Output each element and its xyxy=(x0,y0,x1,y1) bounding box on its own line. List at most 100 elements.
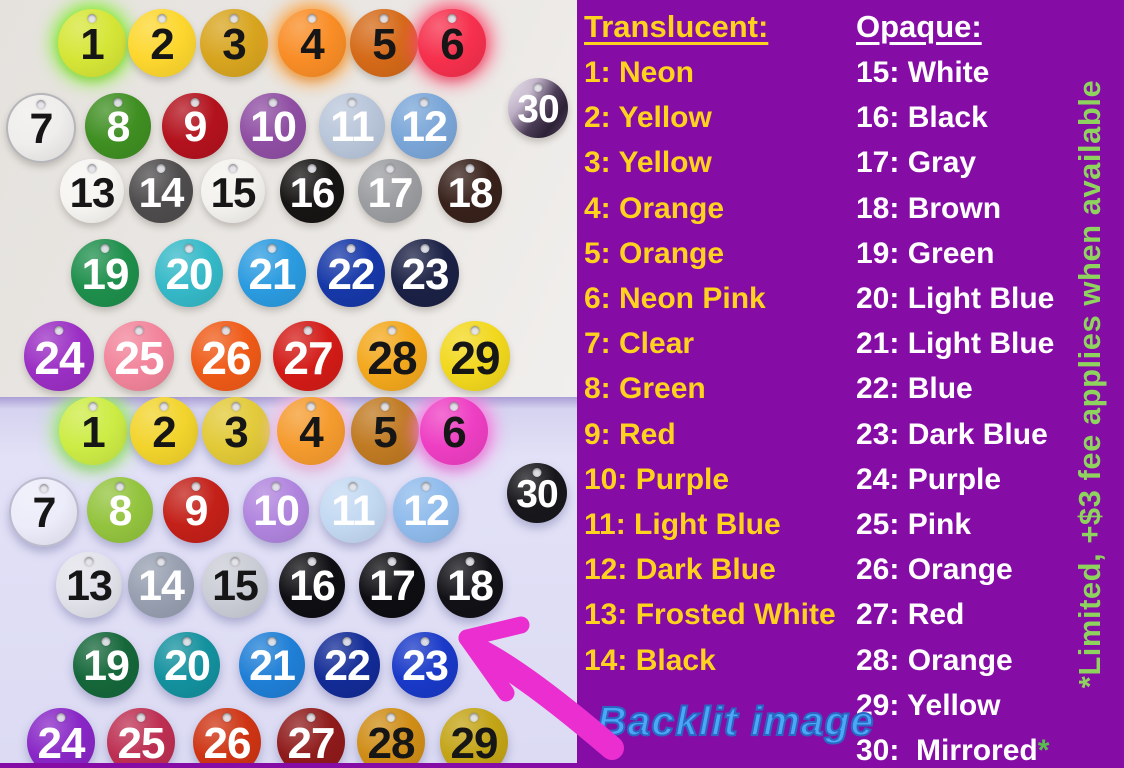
tag-top-5: 5 xyxy=(350,9,418,77)
tag-bottom-3: 3 xyxy=(202,397,270,465)
tag-bottom-12: 12 xyxy=(393,477,459,543)
translucent-item: 13: Frosted White xyxy=(584,598,836,632)
tag-top-23: 23 xyxy=(391,239,459,307)
hang-hole xyxy=(271,482,281,491)
tag-number: 19 xyxy=(83,642,130,690)
tag-top-9: 9 xyxy=(162,93,228,159)
tag-number: 20 xyxy=(165,249,214,299)
translucent-list: Translucent: 1: Neon 2: Yellow 3: Yellow 4:… xyxy=(584,4,854,683)
tag-number: 21 xyxy=(248,249,297,299)
tag-bottom-10: 10 xyxy=(243,477,309,543)
opaque-item: 15: White xyxy=(856,56,990,89)
tag-number: 9 xyxy=(183,103,208,151)
opaque-item: 18: Brown xyxy=(856,191,1002,225)
tag-number: 5 xyxy=(373,407,398,457)
tag-number: 7 xyxy=(29,105,54,153)
tag-top-20: 20 xyxy=(155,239,223,307)
tag-number: 29 xyxy=(450,331,500,384)
translucent-item: 5: Orange xyxy=(584,236,725,270)
limited-fee-note: *Limited, +$3 fee applies when available xyxy=(1056,0,1124,768)
tag-bottom-19: 19 xyxy=(73,632,139,698)
hang-hole xyxy=(228,164,238,173)
hang-hole xyxy=(387,557,397,566)
tag-bottom-14: 14 xyxy=(128,552,194,618)
translucent-item: 7: Clear xyxy=(584,327,695,361)
tag-top-28: 28 xyxy=(357,321,427,391)
tag-bottom-15: 15 xyxy=(202,552,268,618)
hang-hole xyxy=(465,164,475,173)
tag-top-22: 22 xyxy=(317,239,385,307)
translucent-item: 11: Light Blue xyxy=(584,508,781,542)
opaque-item: 29: Yellow xyxy=(856,688,1001,722)
tag-top-7: 7 xyxy=(6,93,76,163)
asterisk-marker: * xyxy=(1037,734,1050,768)
translucent-item: 6: Neon Pink xyxy=(584,282,766,316)
tag-number: 10 xyxy=(253,487,300,535)
tag-bottom-25: 25 xyxy=(107,708,175,763)
hang-hole xyxy=(449,402,459,411)
tag-top-1: 1 xyxy=(58,9,126,77)
opaque-header: Opaque: xyxy=(856,9,982,44)
tag-bottom-22: 22 xyxy=(314,632,380,698)
tag-bottom-4: 4 xyxy=(277,397,345,465)
tag-top-27: 27 xyxy=(273,321,343,391)
opaque-item: 24: Purple xyxy=(856,462,1002,496)
tag-number: 18 xyxy=(447,168,494,216)
translucent-item: 14: Black xyxy=(584,643,716,677)
tag-top-13: 13 xyxy=(60,159,124,223)
opaque-item: 30: Mirrored* xyxy=(856,734,1050,768)
hang-hole xyxy=(39,484,49,493)
hang-hole xyxy=(100,244,110,253)
tag-top-10: 10 xyxy=(240,93,306,159)
hang-hole xyxy=(420,637,430,646)
opaque-items: 15: White 16: Black 17: Gray 18: Brown 19: G… xyxy=(856,50,1064,768)
hang-hole xyxy=(447,14,457,23)
hang-hole xyxy=(222,713,232,722)
tag-number: 27 xyxy=(283,331,333,384)
tag-bottom-5: 5 xyxy=(351,397,419,465)
tag-number: 21 xyxy=(249,642,296,690)
hang-hole xyxy=(346,244,356,253)
tag-bottom-28: 28 xyxy=(357,708,425,763)
tag-bottom-11: 11 xyxy=(320,477,386,543)
tag-number: 1 xyxy=(81,407,106,457)
tag-number: 2 xyxy=(150,19,175,69)
tag-bottom-16: 16 xyxy=(279,552,345,618)
tag-bottom-18: 18 xyxy=(437,552,503,618)
hang-hole xyxy=(101,637,111,646)
tag-number: 17 xyxy=(367,168,414,216)
hang-hole xyxy=(342,637,352,646)
tag-top-17: 17 xyxy=(358,159,422,223)
tag-bottom-8: 8 xyxy=(87,477,153,543)
hang-hole xyxy=(231,402,241,411)
opaque-item: 19: Green xyxy=(856,236,995,270)
tag-number: 8 xyxy=(108,487,133,535)
hang-hole xyxy=(87,14,97,23)
hang-hole xyxy=(190,98,200,107)
hang-hole xyxy=(182,637,192,646)
tag-bottom-27: 27 xyxy=(277,708,345,763)
photo-backlit: 1 2 3 4 5 6 7 8 9 10 11 12 30 13 14 15 16 17 18 19 20 21 22 23 2… xyxy=(0,397,577,763)
photo-front-lit: 1 2 3 4 5 6 7 8 9 10 11 12 30 13 14 15 16 17 18 19 20 21 22 23 2… xyxy=(0,0,577,397)
hang-hole xyxy=(191,482,201,491)
tag-top-16: 16 xyxy=(280,159,344,223)
opaque-item: 26: Orange xyxy=(856,553,1013,587)
tag-bottom-1: 1 xyxy=(59,397,127,465)
hang-hole xyxy=(134,326,144,335)
hang-hole xyxy=(307,164,317,173)
tag-number: 25 xyxy=(117,718,166,764)
hang-hole xyxy=(221,326,231,335)
hang-hole xyxy=(115,482,125,491)
tag-bottom-7: 7 xyxy=(9,477,79,547)
tag-number: 24 xyxy=(37,718,86,764)
tag-number: 6 xyxy=(440,19,465,69)
hang-hole xyxy=(420,244,430,253)
tag-top-19: 19 xyxy=(71,239,139,307)
hang-hole xyxy=(469,713,479,722)
tag-number: 15 xyxy=(210,168,257,216)
tag-bottom-17: 17 xyxy=(359,552,425,618)
tag-top-24: 24 xyxy=(24,321,94,391)
tag-top-12: 12 xyxy=(391,93,457,159)
tag-number: 22 xyxy=(324,642,371,690)
hang-hole xyxy=(156,557,166,566)
